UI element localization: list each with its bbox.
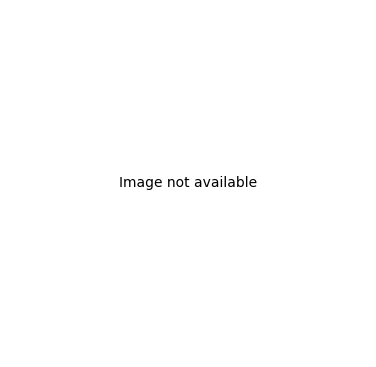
Text: Image not available: Image not available	[119, 177, 257, 190]
